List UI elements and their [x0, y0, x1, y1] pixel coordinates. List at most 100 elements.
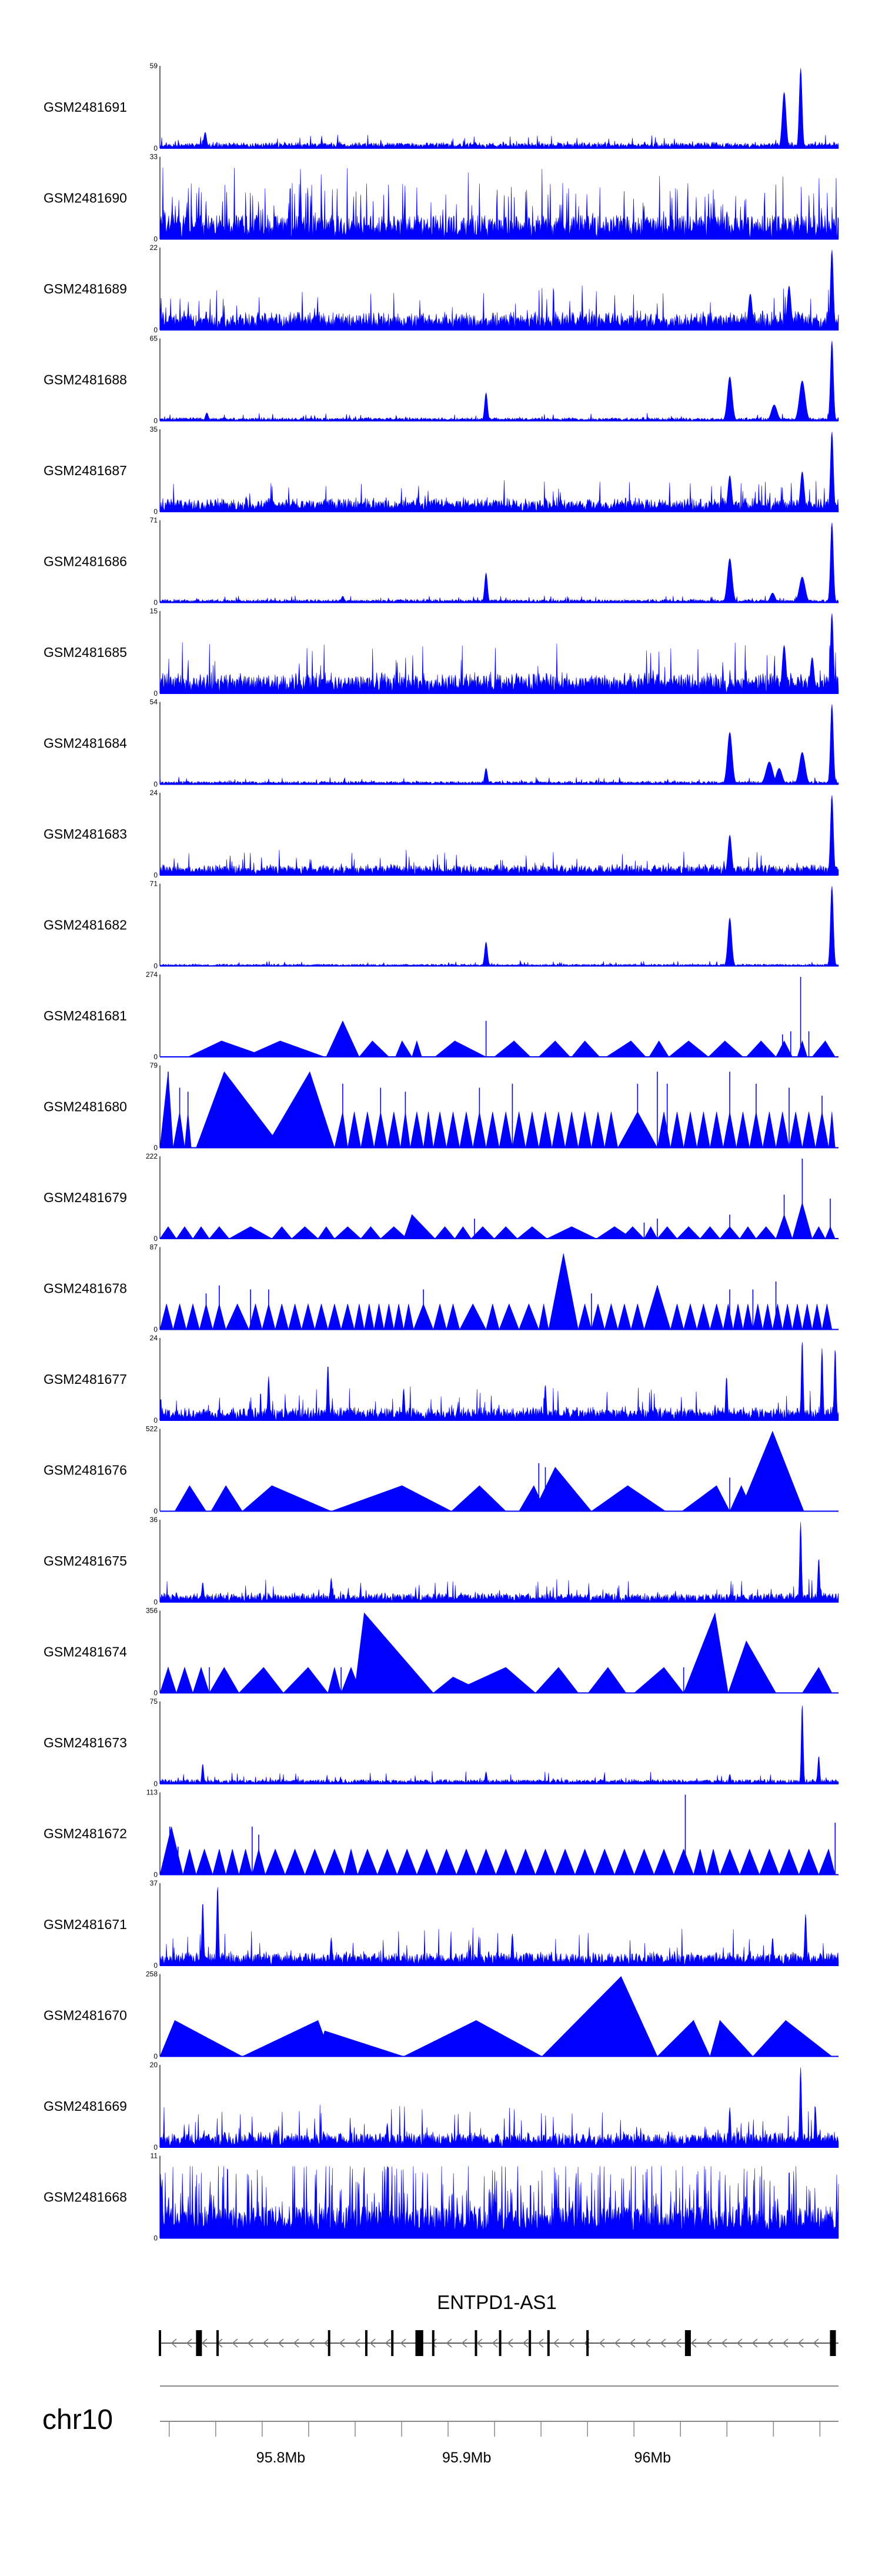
exon [830, 2330, 836, 2356]
y-min-label: 0 [153, 962, 158, 970]
track-GSM2481685: GSM2481685 15 0 [44, 607, 839, 698]
strand-arrow [660, 2338, 666, 2348]
coverage-spikes [168, 1667, 684, 1693]
coverage-area [159, 1612, 833, 1693]
y-min-label: 0 [153, 326, 158, 334]
coverage-area [159, 886, 839, 967]
chromosome-label: chr10 [42, 2404, 113, 2435]
track-label: GSM2481668 [44, 2190, 127, 2205]
track-GSM2481678: GSM2481678 87 0 [44, 1243, 838, 1334]
track-label: GSM2481684 [44, 736, 127, 751]
strand-arrow [430, 2338, 437, 2348]
strand-arrow [537, 2338, 544, 2348]
coverage-area [159, 1071, 836, 1148]
strand-arrow [553, 2338, 559, 2348]
track-label: GSM2481686 [44, 554, 127, 569]
exon [365, 2330, 368, 2356]
y-min-label: 0 [153, 235, 158, 243]
track-label: GSM2481683 [44, 826, 127, 842]
y-max-label: 37 [150, 1879, 158, 1887]
track-GSM2481691: GSM2481691 59 0 [44, 62, 839, 152]
coverage-area [188, 1020, 836, 1057]
y-min-label: 0 [153, 1689, 158, 1697]
exon [216, 2330, 219, 2356]
track-GSM2481688: GSM2481688 65 0 [44, 335, 839, 425]
strand-arrow [721, 2338, 727, 2348]
y-min-label: 0 [153, 508, 158, 516]
y-min-label: 0 [153, 1871, 158, 1879]
exon [499, 2330, 502, 2356]
y-max-label: 222 [146, 1152, 158, 1160]
y-max-label: 71 [150, 880, 158, 888]
strand-arrow [476, 2338, 483, 2348]
track-label: GSM2481685 [44, 645, 127, 660]
track-label: GSM2481671 [44, 1917, 127, 1932]
track-label: GSM2481677 [44, 1372, 127, 1387]
track-label: GSM2481669 [44, 2098, 127, 2114]
exon [391, 2330, 394, 2356]
track-GSM2481682: GSM2481682 71 0 [44, 880, 839, 970]
strand-arrow [675, 2338, 681, 2348]
y-min-label: 0 [153, 1507, 158, 1516]
coverage-spikes [485, 977, 810, 1057]
y-min-label: 0 [153, 1598, 158, 1606]
y-max-label: 356 [146, 1607, 158, 1615]
exon [328, 2330, 330, 2356]
y-min-label: 0 [153, 1144, 158, 1152]
track-label: GSM2481673 [44, 1735, 127, 1750]
track-GSM2481674: GSM2481674 356 0 [44, 1607, 838, 1697]
coverage-area [159, 522, 839, 603]
strand-arrow [385, 2338, 391, 2348]
exon [529, 2330, 532, 2356]
exon [684, 2330, 691, 2356]
strand-arrow [782, 2338, 789, 2348]
y-max-label: 75 [150, 1697, 158, 1706]
track-GSM2481684: GSM2481684 54 0 [44, 698, 839, 789]
track-label: GSM2481676 [44, 1463, 127, 1478]
y-min-label: 0 [153, 1961, 158, 1970]
strand-arrow [247, 2338, 253, 2348]
strand-arrow [522, 2338, 529, 2348]
coverage-area [159, 1342, 839, 1421]
y-max-label: 59 [150, 62, 158, 70]
coverage-spikes [168, 1072, 823, 1148]
strand-arrow [323, 2338, 330, 2348]
coverage-area [159, 341, 839, 422]
track-label: GSM2481690 [44, 191, 127, 206]
y-min-label: 0 [153, 1780, 158, 1788]
strand-arrow [400, 2338, 406, 2348]
strand-arrow [354, 2338, 360, 2348]
strand-arrow [614, 2338, 620, 2348]
coverage-area [159, 2067, 839, 2148]
coverage-area [159, 1706, 839, 1784]
strand-arrow [736, 2338, 743, 2348]
track-label: GSM2481682 [44, 917, 127, 933]
y-min-label: 0 [153, 2053, 158, 2061]
y-min-label: 0 [153, 2143, 158, 2151]
track-label: GSM2481689 [44, 281, 127, 296]
gene-model [159, 2330, 838, 2356]
y-min-label: 0 [153, 144, 158, 152]
track-label: GSM2481678 [44, 1281, 127, 1296]
track-label: GSM2481670 [44, 2008, 127, 2023]
y-min-label: 0 [153, 1053, 158, 1061]
y-max-label: 35 [150, 425, 158, 433]
strand-arrow [308, 2338, 315, 2348]
track-GSM2481686: GSM2481686 71 0 [44, 516, 839, 607]
y-max-label: 65 [150, 335, 158, 343]
track-GSM2481670: GSM2481670 258 0 [44, 1970, 838, 2061]
y-min-label: 0 [153, 417, 158, 425]
y-min-label: 0 [153, 1234, 158, 1243]
track-GSM2481690: GSM2481690 33 0 [44, 153, 839, 243]
y-max-label: 258 [146, 1970, 158, 1978]
exon [547, 2330, 550, 2356]
y-max-label: 79 [150, 1062, 158, 1070]
y-min-label: 0 [153, 1416, 158, 1424]
strand-arrow [339, 2338, 345, 2348]
coverage-area [159, 68, 839, 149]
strand-arrow [171, 2338, 177, 2348]
exon [420, 2330, 423, 2356]
axis-tick-label: 95.8Mb [256, 2450, 305, 2466]
y-max-label: 71 [150, 516, 158, 525]
